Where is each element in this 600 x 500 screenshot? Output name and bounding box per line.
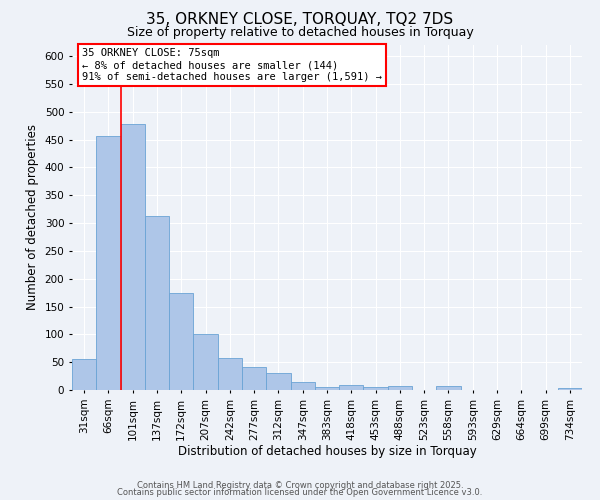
Bar <box>96 136 121 390</box>
Text: 35 ORKNEY CLOSE: 75sqm
← 8% of detached houses are smaller (144)
91% of semi-det: 35 ORKNEY CLOSE: 75sqm ← 8% of detached … <box>82 48 382 82</box>
Bar <box>242 366 266 390</box>
Bar <box>364 387 388 390</box>
Bar <box>72 360 96 390</box>
Bar <box>218 358 242 390</box>
Bar <box>290 382 315 390</box>
Bar <box>193 334 218 390</box>
Bar <box>315 386 339 390</box>
Y-axis label: Number of detached properties: Number of detached properties <box>26 124 39 310</box>
Text: 35, ORKNEY CLOSE, TORQUAY, TQ2 7DS: 35, ORKNEY CLOSE, TORQUAY, TQ2 7DS <box>146 12 454 28</box>
Bar <box>169 292 193 390</box>
Text: Contains public sector information licensed under the Open Government Licence v3: Contains public sector information licen… <box>118 488 482 497</box>
Bar <box>339 385 364 390</box>
Bar <box>558 388 582 390</box>
X-axis label: Distribution of detached houses by size in Torquay: Distribution of detached houses by size … <box>178 446 476 458</box>
Bar <box>121 124 145 390</box>
Bar <box>388 386 412 390</box>
Bar <box>436 386 461 390</box>
Text: Size of property relative to detached houses in Torquay: Size of property relative to detached ho… <box>127 26 473 39</box>
Text: Contains HM Land Registry data © Crown copyright and database right 2025.: Contains HM Land Registry data © Crown c… <box>137 480 463 490</box>
Bar <box>145 216 169 390</box>
Bar <box>266 373 290 390</box>
